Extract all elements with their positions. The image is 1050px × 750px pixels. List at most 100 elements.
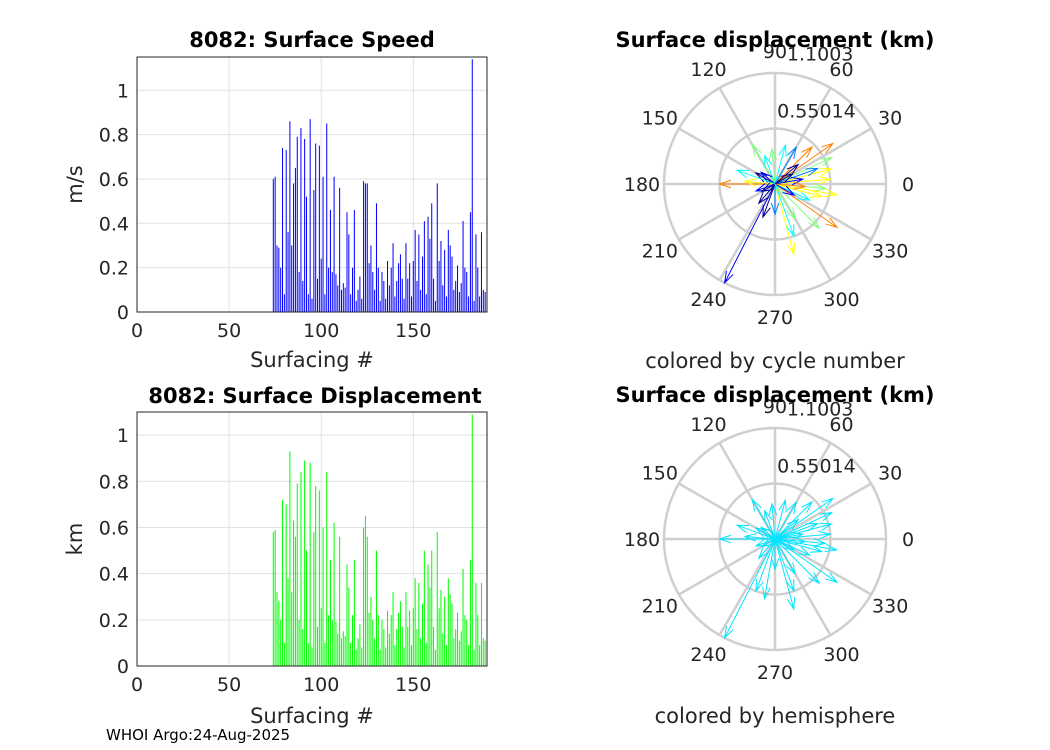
bar: [418, 582, 420, 666]
bar: [340, 289, 342, 312]
bar: [335, 274, 337, 312]
displacement-arrow: [751, 498, 776, 540]
bar: [278, 247, 280, 312]
bar: [425, 294, 427, 312]
displacement-arrow: [774, 183, 839, 229]
bar: [390, 615, 392, 666]
displacement-arrow: [757, 538, 776, 560]
bar: [305, 196, 307, 312]
bar: [379, 300, 381, 312]
bar: [309, 119, 311, 312]
bar: [285, 504, 287, 666]
displacement-arrow: [774, 500, 814, 540]
displacement-arrow: [770, 184, 780, 216]
bar: [364, 183, 366, 312]
bar: [477, 615, 479, 666]
displacement-arrow: [755, 538, 776, 593]
bar: [285, 150, 287, 312]
bar: [346, 212, 348, 312]
bar: [291, 592, 293, 666]
chart-caption: colored by hemisphere: [655, 704, 896, 728]
bar: [410, 296, 412, 312]
displacement-arrow: [774, 145, 814, 185]
displacement-arrow: [774, 145, 797, 185]
displacement-arrow: [762, 538, 776, 601]
bar: [398, 612, 400, 666]
displacement-arrow: [774, 183, 824, 198]
bar: [429, 587, 431, 666]
bar: [458, 292, 460, 312]
bar: [331, 272, 333, 312]
bar: [407, 278, 409, 312]
bar: [298, 619, 300, 666]
x-tick-label: 0: [131, 674, 143, 696]
bar: [396, 629, 398, 666]
bar: [447, 578, 449, 666]
bar: [359, 624, 361, 666]
radial-label: 1.1003: [787, 399, 853, 421]
bar: [339, 536, 341, 666]
bar: [353, 210, 355, 312]
bar: [368, 263, 370, 312]
x-tick-label: 0: [131, 320, 143, 342]
bar-chart-1: 0 50 100 150 0 0.2 0.4 0.6 0.8 1 8082: Surface Spe…: [63, 28, 488, 372]
bar: [433, 278, 435, 312]
angle-label: 330: [872, 596, 908, 618]
bar: [361, 647, 363, 666]
bar: [317, 626, 319, 666]
y-tick-label: 0: [117, 656, 129, 678]
x-axis-label: Surfacing #: [250, 348, 374, 372]
bar: [431, 550, 433, 666]
bar: [398, 263, 400, 312]
y-tick-label: 1: [117, 425, 129, 447]
angle-label: 300: [823, 644, 859, 666]
bar: [320, 258, 322, 312]
chart-title: 8082: Surface Displacement: [148, 384, 481, 408]
bar: [318, 490, 320, 666]
radial-label: 0.55014: [777, 101, 856, 123]
bar: [366, 536, 368, 666]
bar: [282, 499, 284, 666]
bar: [475, 234, 477, 312]
bar: [315, 485, 317, 666]
chart-title: Surface displacement (km): [615, 28, 934, 52]
displacement-arrow: [774, 156, 834, 185]
bar: [304, 460, 306, 666]
bar: [328, 267, 330, 312]
bar: [392, 592, 394, 666]
displacement-arrow: [723, 538, 776, 640]
angle-label: 270: [757, 662, 793, 684]
bar: [322, 527, 324, 666]
bar: [311, 298, 313, 312]
bar: [409, 263, 411, 312]
displacement-arrow: [774, 173, 794, 185]
bar: [280, 619, 282, 666]
bar: [372, 272, 374, 312]
angle-label: 30: [878, 463, 902, 485]
bar: [444, 249, 446, 312]
bar: [451, 603, 453, 666]
angle-label: 300: [823, 289, 859, 311]
bar: [462, 569, 464, 666]
bar: [272, 532, 274, 666]
bar: [317, 278, 319, 312]
bar: [352, 615, 354, 666]
bar: [342, 631, 344, 666]
bar: [455, 280, 457, 312]
displacement-arrow: [774, 142, 835, 185]
bar: [307, 642, 309, 666]
bar: [374, 638, 376, 666]
angle-label: 0: [902, 174, 914, 196]
angle-label: 240: [690, 644, 726, 666]
bar: [302, 629, 304, 666]
bar: [300, 127, 302, 313]
bar: [473, 649, 475, 666]
bar: [372, 619, 374, 666]
bar: [468, 296, 470, 312]
bar: [322, 176, 324, 312]
bar: [403, 298, 405, 312]
x-tick-label: 150: [395, 674, 431, 696]
y-axis-label: m/s: [63, 165, 87, 203]
x-tick-label: 50: [217, 674, 241, 696]
